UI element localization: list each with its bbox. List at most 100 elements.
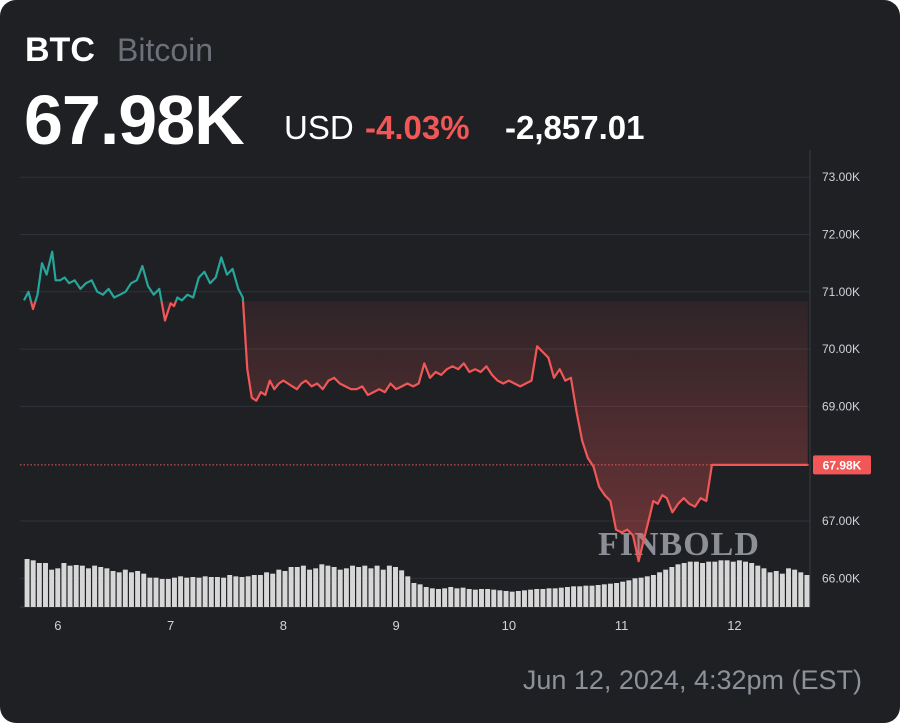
volume-bar-37 <box>251 575 257 607</box>
x-tick-label-1: 7 <box>167 618 174 633</box>
volume-bar-46 <box>307 569 313 607</box>
volume-bar-9 <box>79 565 85 607</box>
volume-bar-50 <box>331 567 337 607</box>
volume-bar-49 <box>325 565 331 607</box>
volume-bar-51 <box>337 569 343 607</box>
volume-bar-12 <box>98 567 104 607</box>
volume-bar-27 <box>190 577 196 607</box>
currency-label: USD <box>284 109 354 146</box>
volume-bar-54 <box>356 567 362 607</box>
volume-bar-26 <box>184 577 190 607</box>
volume-bar-36 <box>245 576 251 607</box>
volume-bar-13 <box>104 568 110 607</box>
volume-bar-41 <box>276 569 282 607</box>
volume-bar-111 <box>706 561 712 607</box>
volume-bar-29 <box>202 576 208 607</box>
volume-bar-102 <box>650 575 656 607</box>
volume-bar-92 <box>589 585 595 607</box>
watermark: FINBOLD <box>598 526 760 563</box>
volume-bar-109 <box>693 561 699 607</box>
volume-bar-59 <box>386 565 392 607</box>
volume-bar-15 <box>116 572 122 607</box>
volume-bar-10 <box>86 568 91 607</box>
x-tick-label-4: 10 <box>502 618 516 633</box>
volume-bar-23 <box>165 579 171 607</box>
volume-bar-66 <box>429 588 435 607</box>
volume-bar-25 <box>178 576 184 607</box>
volume-bar-125 <box>792 569 798 607</box>
volume-bar-64 <box>417 584 423 607</box>
y-tick-label-5: 67.00K <box>822 514 860 528</box>
volume-bar-119 <box>755 565 761 607</box>
volume-bar-121 <box>767 572 773 607</box>
volume-bar-58 <box>380 569 386 607</box>
volume-bar-8 <box>73 565 79 607</box>
volume-bar-82 <box>528 589 534 607</box>
volume-bar-35 <box>239 577 245 607</box>
volume-bar-67 <box>436 589 441 607</box>
x-axis: 6 7 8 9 10 11 12 <box>54 618 741 633</box>
volume-bar-52 <box>343 568 349 607</box>
volume-bar-116 <box>736 560 742 607</box>
volume-bar-2 <box>36 563 42 607</box>
volume-bar-19 <box>141 573 147 607</box>
y-tick-label-2: 71.00K <box>822 285 860 299</box>
volume-bar-106 <box>675 564 681 607</box>
volume-bar-60 <box>393 567 398 607</box>
volume-bar-6 <box>61 563 67 607</box>
volume-bar-68 <box>442 588 448 607</box>
price-line-below <box>29 301 808 563</box>
volume-bar-43 <box>288 567 294 607</box>
volume-bar-38 <box>257 575 263 607</box>
volume-bar-115 <box>730 561 736 607</box>
change-absolute: -2,857.01 <box>505 109 645 146</box>
volume-bar-4 <box>49 569 55 607</box>
volume-bar-53 <box>350 565 355 607</box>
x-tick-label-2: 8 <box>280 618 287 633</box>
y-tick-label-6: 66.00K <box>822 571 860 585</box>
volume-bar-63 <box>411 583 417 607</box>
volume-bar-93 <box>595 585 601 607</box>
volume-bar-87 <box>558 587 564 607</box>
volume-bar-80 <box>515 591 521 607</box>
volume-bar-28 <box>196 577 202 607</box>
volume-bar-5 <box>55 568 61 607</box>
volume-bar-84 <box>540 589 546 607</box>
volume-bar-74 <box>479 589 484 607</box>
volume-bar-69 <box>448 587 454 607</box>
volume-bar-78 <box>503 591 509 607</box>
volume-bar-85 <box>546 588 552 607</box>
volume-bar-81 <box>521 590 527 607</box>
volume-bar-17 <box>128 572 134 607</box>
volume-bar-120 <box>761 568 767 607</box>
volume-bar-18 <box>135 571 141 607</box>
volume-bar-55 <box>362 565 368 607</box>
y-axis: 73.00K 72.00K 71.00K 70.00K 69.00K 67.00K 66.0… <box>822 170 860 585</box>
volume-bar-122 <box>773 571 779 607</box>
volume-bar-100 <box>638 577 644 607</box>
change-percent: -4.03% <box>365 109 470 146</box>
current-price-tag-bg <box>813 455 871 475</box>
x-tick-label-6: 12 <box>727 618 741 633</box>
volume-bar-47 <box>313 568 319 607</box>
volume-bar-16 <box>122 569 128 607</box>
volume-bar-126 <box>798 572 804 607</box>
volume-bar-91 <box>583 585 589 607</box>
current-price-tag-label: 67.98K <box>823 458 862 472</box>
volume-bar-83 <box>534 589 540 607</box>
volume-bar-113 <box>718 560 724 607</box>
x-tick-label-3: 9 <box>393 618 400 633</box>
x-tick-label-0: 6 <box>54 618 61 633</box>
volume-bar-86 <box>552 588 558 607</box>
volume-bar-98 <box>626 580 632 607</box>
volume-bar-110 <box>700 563 706 607</box>
volume-bar-72 <box>466 589 472 607</box>
volume-bars <box>24 559 810 607</box>
volume-bar-45 <box>300 565 306 607</box>
volume-bar-101 <box>644 576 650 607</box>
y-tick-label-3: 70.00K <box>822 342 860 356</box>
timestamp: Jun 12, 2024, 4:32pm (EST) <box>522 665 862 695</box>
volume-bar-105 <box>669 567 675 607</box>
